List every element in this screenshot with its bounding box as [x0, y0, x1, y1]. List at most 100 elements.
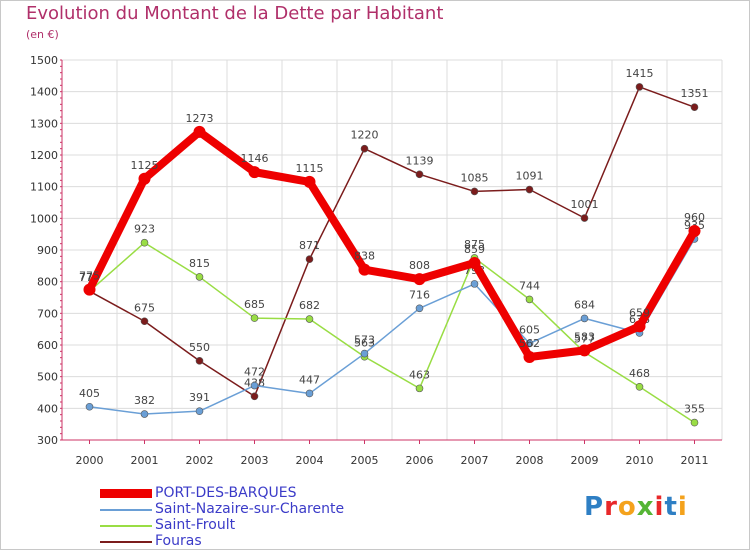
data-label-saint-nazaire-sur-charente-2004: 447	[299, 373, 320, 386]
data-label-fouras-2004: 871	[299, 239, 320, 252]
logo-letter: P	[584, 492, 605, 522]
data-label-saint-froult-2009: 577	[574, 332, 595, 345]
legend-item-fouras: Fouras	[100, 533, 380, 550]
point-saint-froult-2008	[525, 295, 534, 304]
data-label-saint-nazaire-sur-charente-2005: 573	[354, 334, 375, 347]
y-tick-label-300: 300	[37, 434, 58, 447]
legend-swatch-port-des-barques	[100, 489, 152, 498]
y-tick-label-1200: 1200	[30, 149, 58, 162]
data-label-saint-nazaire-sur-charente-2002: 391	[189, 391, 210, 404]
data-label-port-des-barques-2002: 1273	[186, 112, 214, 125]
x-tick-label-2009: 2009	[571, 454, 599, 467]
y-tick-label-1100: 1100	[30, 181, 58, 194]
data-label-port-des-barques-2003: 1146	[241, 152, 269, 165]
legend-label-port-des-barques: PORT-DES-BARQUES	[155, 485, 297, 501]
y-tick-label-1300: 1300	[30, 117, 58, 130]
data-label-port-des-barques-2000: 775	[79, 270, 100, 283]
y-tick-label-600: 600	[37, 339, 58, 352]
point-port-des-barques-2000	[83, 283, 96, 296]
point-fouras-2004	[305, 255, 314, 263]
data-label-saint-nazaire-sur-charente-2006: 716	[409, 288, 430, 301]
data-label-fouras-2006: 1139	[406, 154, 434, 167]
data-label-port-des-barques-2004: 1115	[296, 162, 324, 175]
data-label-fouras-2007: 1085	[461, 171, 489, 184]
point-saint-froult-2002	[195, 273, 204, 281]
series-line-saint-froult	[89, 241, 695, 424]
data-label-saint-froult-2007: 875	[464, 238, 485, 251]
point-port-des-barques-2008	[523, 351, 536, 364]
point-port-des-barques-2005	[358, 263, 371, 276]
point-fouras-2011	[690, 103, 699, 111]
legend-label-saint-nazaire: Saint-Nazaire-sur-Charente	[155, 501, 345, 517]
x-tick-label-2008: 2008	[516, 454, 544, 467]
series-line-saint-nazaire-sur-charente	[89, 238, 696, 415]
point-fouras-2007	[470, 187, 479, 196]
data-label-fouras-2002: 550	[189, 341, 210, 354]
x-tick-label-2001: 2001	[131, 454, 159, 467]
data-label-saint-nazaire-sur-charente-2000: 405	[79, 387, 100, 400]
y-tick-label-500: 500	[37, 371, 58, 384]
logo-letter: x	[636, 492, 655, 522]
point-saint-froult-2003	[250, 314, 259, 322]
legend-item-saint-froult: Saint-Froult	[100, 517, 380, 534]
legend-item-port-des-barques: PORT-DES-BARQUES	[100, 485, 380, 502]
point-port-des-barques-2006	[413, 273, 426, 286]
series-line-fouras	[89, 86, 695, 398]
point-saint-nazaire-sur-charente-2007	[470, 280, 479, 288]
x-tick-label-2006: 2006	[406, 454, 434, 467]
data-label-port-des-barques-2007: 859	[464, 243, 485, 256]
data-label-saint-froult-2008: 744	[519, 279, 540, 292]
data-label-port-des-barques-2009: 583	[574, 330, 595, 343]
legend-swatch-fouras	[100, 541, 152, 543]
point-saint-froult-2011	[690, 418, 699, 427]
x-tick-label-2007: 2007	[461, 454, 489, 467]
point-fouras-2008	[525, 185, 534, 194]
y-tick-label-1400: 1400	[30, 86, 58, 99]
series-line-port-des-barques	[85, 127, 698, 362]
point-saint-nazaire-sur-charente-2000	[85, 402, 94, 411]
point-fouras-2005	[360, 144, 369, 153]
y-tick-label-400: 400	[37, 402, 58, 415]
point-fouras-2009	[580, 214, 589, 222]
data-label-port-des-barques-2006: 808	[409, 259, 430, 272]
point-saint-froult-2004	[305, 315, 314, 323]
point-saint-nazaire-sur-charente-2006	[415, 304, 424, 313]
point-port-des-barques-2010	[633, 320, 646, 333]
data-label-port-des-barques-2005: 838	[354, 250, 375, 263]
logo-letter: i	[654, 492, 665, 522]
data-label-saint-froult-2005: 563	[354, 337, 375, 350]
logo-letter: o	[617, 492, 637, 522]
data-label-saint-froult-2010: 468	[629, 367, 650, 380]
data-label-saint-froult-2003: 685	[244, 298, 265, 311]
data-label-fouras-2008: 1091	[516, 170, 544, 183]
data-label-fouras-2001: 675	[134, 301, 155, 314]
point-saint-nazaire-sur-charente-2004	[305, 389, 314, 398]
data-label-saint-nazaire-sur-charente-2001: 382	[134, 394, 155, 407]
legend-swatch-saint-froult	[100, 525, 152, 527]
x-tick-label-2004: 2004	[296, 454, 324, 467]
y-tick-label-1500: 1500	[30, 54, 58, 67]
y-tick-label-1000: 1000	[30, 212, 58, 225]
x-tick-label-2002: 2002	[186, 454, 214, 467]
point-port-des-barques-2003	[248, 166, 261, 179]
logo-letter: t	[664, 492, 678, 522]
point-saint-froult-2006	[415, 384, 424, 393]
data-label-saint-froult-2011: 355	[684, 403, 705, 416]
legend-swatch-saint-nazaire	[100, 509, 152, 511]
legend-label-fouras: Fouras	[155, 533, 202, 549]
logo-letter: i	[677, 492, 688, 522]
point-saint-nazaire-sur-charente-2009	[580, 314, 589, 323]
point-port-des-barques-2009	[578, 344, 591, 357]
point-port-des-barques-2004	[303, 175, 316, 188]
data-label-saint-froult-2004: 682	[299, 299, 320, 312]
point-port-des-barques-2007	[468, 256, 481, 269]
data-label-port-des-barques-2010: 659	[629, 306, 650, 319]
x-tick-label-2011: 2011	[681, 454, 709, 467]
chart-legend: PORT-DES-BARQUES Saint-Nazaire-sur-Chare…	[100, 485, 380, 550]
y-tick-label-900: 900	[37, 244, 58, 257]
data-label-saint-nazaire-sur-charente-2009: 684	[574, 298, 595, 311]
point-fouras-2003	[250, 392, 259, 401]
data-label-fouras-2011: 1351	[681, 87, 709, 100]
proxiti-logo: Proxiti	[584, 492, 688, 522]
